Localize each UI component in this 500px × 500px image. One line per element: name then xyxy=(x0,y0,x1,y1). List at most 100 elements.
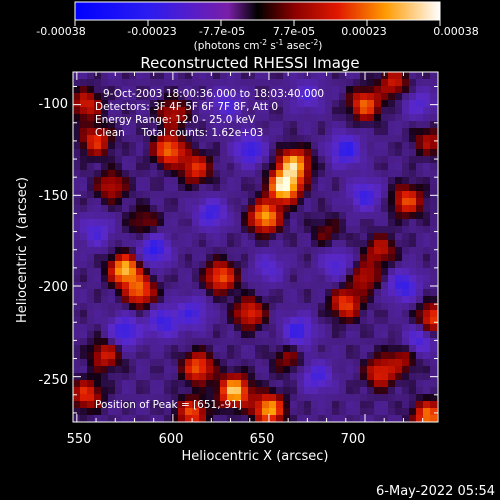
heatmap-cell xyxy=(171,107,178,114)
heatmap-cell xyxy=(297,261,304,268)
heatmap-cell xyxy=(248,408,255,415)
heatmap-cell xyxy=(423,338,430,345)
heatmap-cell xyxy=(185,247,192,254)
heatmap-cell xyxy=(374,86,381,93)
heatmap-cell xyxy=(178,149,185,156)
heatmap-cell xyxy=(234,198,241,205)
heatmap-cell xyxy=(332,268,339,275)
heatmap-cell xyxy=(248,401,255,408)
heatmap-cell xyxy=(276,394,283,401)
heatmap-cell xyxy=(346,359,353,366)
heatmap-cell xyxy=(220,163,227,170)
heatmap-cell xyxy=(353,268,360,275)
heatmap-cell xyxy=(150,163,157,170)
heatmap-cell xyxy=(276,359,283,366)
heatmap-cell xyxy=(171,86,178,93)
heatmap-cell xyxy=(388,296,395,303)
heatmap-cell xyxy=(297,128,304,135)
heatmap-cell xyxy=(339,233,346,240)
heatmap-cell xyxy=(73,100,80,107)
heatmap-cell xyxy=(157,121,164,128)
heatmap-cell xyxy=(192,296,199,303)
heatmap-cell xyxy=(108,317,115,324)
heatmap-cell xyxy=(164,170,171,177)
heatmap-cell xyxy=(346,254,353,261)
heatmap-cell xyxy=(262,156,269,163)
heatmap-cell xyxy=(213,205,220,212)
heatmap-cell xyxy=(248,380,255,387)
heatmap-cell xyxy=(283,296,290,303)
heatmap-cell xyxy=(381,128,388,135)
heatmap-cell xyxy=(381,338,388,345)
heatmap-cell xyxy=(283,359,290,366)
heatmap-cell xyxy=(115,282,122,289)
heatmap-cell xyxy=(353,149,360,156)
heatmap-cell xyxy=(129,310,136,317)
heatmap-cell xyxy=(430,79,437,86)
heatmap-cell xyxy=(157,170,164,177)
heatmap-cell xyxy=(409,275,416,282)
heatmap-cell xyxy=(94,142,101,149)
heatmap-cell xyxy=(129,184,136,191)
heatmap-cell xyxy=(248,170,255,177)
heatmap-cell xyxy=(297,359,304,366)
heatmap-cell xyxy=(318,191,325,198)
heatmap-cell xyxy=(290,310,297,317)
heatmap-cell xyxy=(80,338,87,345)
heatmap-cell xyxy=(213,275,220,282)
heatmap-cell xyxy=(290,79,297,86)
heatmap-cell xyxy=(94,324,101,331)
heatmap-cell xyxy=(87,149,94,156)
heatmap-cell xyxy=(199,247,206,254)
heatmap-cell xyxy=(360,324,367,331)
heatmap-cell xyxy=(255,156,262,163)
heatmap-cell xyxy=(339,86,346,93)
heatmap-cell xyxy=(213,352,220,359)
heatmap-cell xyxy=(80,100,87,107)
heatmap-cell xyxy=(80,219,87,226)
heatmap-cell xyxy=(122,184,129,191)
heatmap-cell xyxy=(150,254,157,261)
heatmap-cell xyxy=(136,275,143,282)
heatmap-cell xyxy=(108,289,115,296)
heatmap-cell xyxy=(339,268,346,275)
heatmap-cell xyxy=(80,205,87,212)
heatmap-cell xyxy=(360,107,367,114)
heatmap-cell xyxy=(276,240,283,247)
y-tick-label: -100 xyxy=(38,97,68,112)
heatmap-cell xyxy=(318,135,325,142)
heatmap-cell xyxy=(108,114,115,121)
heatmap-cell xyxy=(241,352,248,359)
heatmap-cell xyxy=(290,72,297,79)
heatmap-cell xyxy=(262,303,269,310)
heatmap-cell xyxy=(150,170,157,177)
heatmap-cell xyxy=(150,331,157,338)
heatmap-cell xyxy=(178,212,185,219)
heatmap-cell xyxy=(213,86,220,93)
heatmap-cell xyxy=(332,352,339,359)
heatmap-cell xyxy=(269,261,276,268)
heatmap-cell xyxy=(276,198,283,205)
heatmap-cell xyxy=(178,401,185,408)
heatmap-cell xyxy=(143,79,150,86)
heatmap-cell xyxy=(178,268,185,275)
heatmap-cell xyxy=(129,247,136,254)
heatmap-cell xyxy=(150,128,157,135)
heatmap-cell xyxy=(143,282,150,289)
heatmap-cell xyxy=(73,261,80,268)
heatmap-cell xyxy=(423,219,430,226)
heatmap-cell xyxy=(220,205,227,212)
heatmap-cell xyxy=(388,401,395,408)
heatmap-cell xyxy=(381,408,388,415)
heatmap-cell xyxy=(87,100,94,107)
heatmap-cell xyxy=(262,86,269,93)
heatmap-cell xyxy=(73,310,80,317)
heatmap-cell xyxy=(164,324,171,331)
heatmap-cell xyxy=(241,408,248,415)
heatmap-cell xyxy=(150,184,157,191)
heatmap-cell xyxy=(234,240,241,247)
heatmap-cell xyxy=(283,79,290,86)
heatmap-cell xyxy=(423,366,430,373)
heatmap-cell xyxy=(199,331,206,338)
heatmap-cell xyxy=(122,289,129,296)
